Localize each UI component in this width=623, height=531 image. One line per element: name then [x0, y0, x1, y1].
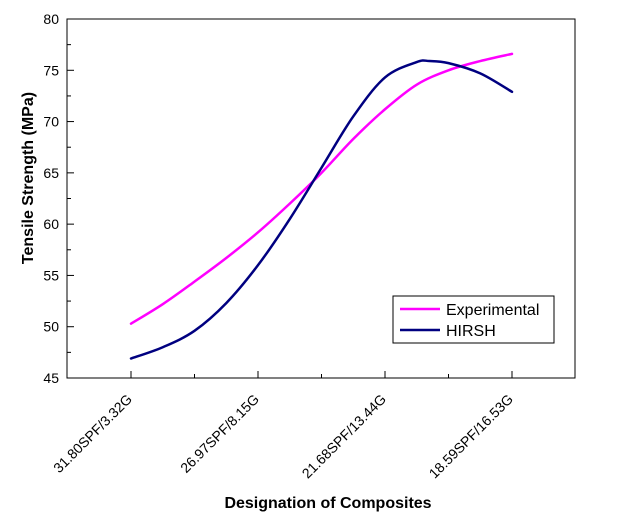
legend-label-experimental: Experimental: [446, 302, 539, 319]
y-tick-label: 80: [43, 11, 59, 27]
legend-label-hirsh: HIRSH: [446, 323, 496, 340]
series-layer: [129, 52, 514, 360]
y-tick-label: 55: [43, 267, 59, 283]
x-axis-title: Designation of Composites: [224, 495, 431, 512]
x-tick-label: 21.68SPF/13.44G: [299, 391, 390, 482]
y-tick-label: 60: [43, 216, 59, 232]
y-tick-label: 70: [43, 114, 59, 130]
y-tick-label: 65: [43, 165, 59, 181]
y-tick-label: 75: [43, 62, 59, 78]
y-axis-ticks: 45 50 55 60 65 70 75 80: [43, 11, 74, 386]
x-tick-label: 18.59SPF/16.53G: [426, 391, 517, 482]
legend: Experimental HIRSH: [392, 295, 555, 344]
series-line-experimental: [129, 52, 514, 325]
series-line-hirsh: [129, 59, 514, 360]
x-tick-label: 26.97SPF/8.15G: [177, 391, 262, 476]
legend-box: [392, 295, 555, 344]
x-axis-ticks: 31.80SPF/3.32G 26.97SPF/8.15G 21.68SPF/13.…: [50, 371, 516, 481]
x-tick-label: 31.80SPF/3.32G: [50, 391, 135, 476]
y-tick-label: 50: [43, 319, 59, 335]
y-axis-title: Tensile Strength (MPa): [20, 92, 37, 264]
y-tick-label: 45: [43, 370, 59, 386]
